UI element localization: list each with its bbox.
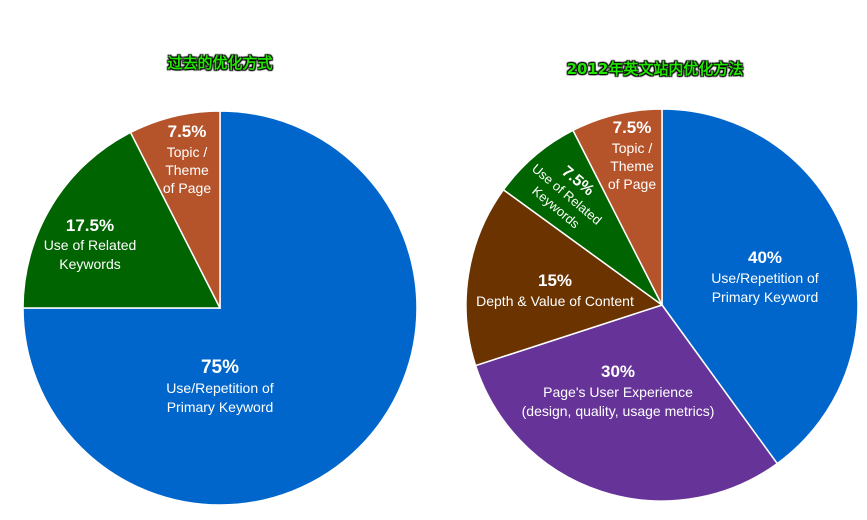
left-slice-label-line: Use/Repetition of bbox=[166, 380, 274, 396]
left-slice-label-line: Theme bbox=[165, 162, 209, 178]
right-slice-label-use-repetition-of-primary-keyword: 40% Use/Repetition of Primary Keyword bbox=[711, 248, 819, 305]
right-pie-slice-use-repetition-of-primary-keyword bbox=[661, 108, 859, 465]
right-slice-label-line: Topic / bbox=[612, 140, 653, 156]
left-chart-title: 过去的优化方式 bbox=[167, 54, 273, 72]
left-slice-label-use-of-related-keywords: 17.5% Use of Related Keywords bbox=[44, 216, 137, 272]
left-slice-percent: 75% bbox=[201, 357, 239, 378]
right-slice-label-line: Primary Keyword bbox=[712, 289, 819, 305]
right-pie-chart: 40% Use/Repetition of Primary Keyword 30% Pa… bbox=[465, 108, 859, 502]
left-slice-percent: 7.5% bbox=[168, 122, 207, 141]
right-slice-label-line: Use/Repetition of bbox=[711, 270, 819, 286]
right-pie-slice-page-s-user-experience-design-quality-usage-metrics bbox=[474, 304, 779, 502]
left-pie-chart: 75% Use/Repetition of Primary Keyword 17.5%… bbox=[22, 110, 418, 506]
left-pie-slice-use-repetition-of-primary-keyword bbox=[22, 110, 418, 506]
right-slice-percent: 15% bbox=[538, 271, 572, 290]
right-slice-percent: 30% bbox=[601, 362, 635, 381]
right-slice-label-line: of Page bbox=[608, 176, 656, 192]
left-slice-label-line: Use of Related bbox=[44, 237, 137, 253]
right-pie-slice-topic-theme-of-page bbox=[572, 108, 663, 306]
left-pie-slice-use-of-related-keywords bbox=[22, 131, 222, 309]
right-slice-label-line: Theme bbox=[610, 158, 654, 174]
left-pie-slice-topic-theme-of-page bbox=[129, 110, 221, 309]
left-slice-label-line: Keywords bbox=[59, 256, 120, 272]
left-slice-label-topic-theme-of-page: 7.5% Topic / Theme of Page bbox=[163, 122, 211, 196]
left-slice-label-use-repetition-of-primary-keyword: 75% Use/Repetition of Primary Keyword bbox=[166, 357, 274, 415]
right-chart-title: 2012年英文站内优化方法 bbox=[566, 60, 744, 78]
left-slice-label-line: of Page bbox=[163, 180, 211, 196]
right-slice-label-topic-theme-of-page: 7.5% Topic / Theme of Page bbox=[608, 118, 656, 192]
right-slice-percent: 40% bbox=[748, 248, 782, 267]
right-slice-label-line: Page's User Experience bbox=[543, 384, 693, 400]
right-slice-label-page-s-user-experience-design-quality-usage-metrics: 30% Page's User Experience (design, qualit… bbox=[522, 362, 715, 419]
right-pie-slice-depth-value-of-content bbox=[465, 188, 664, 367]
right-slice-label-line: Depth & Value of Content bbox=[476, 293, 634, 309]
left-slice-label-line: Topic / bbox=[167, 144, 208, 160]
right-slice-label-depth-value-of-content: 15% Depth & Value of Content bbox=[476, 271, 634, 309]
left-slice-label-line: Primary Keyword bbox=[167, 399, 274, 415]
right-slice-percent: 7.5% bbox=[613, 118, 652, 137]
left-slice-percent: 17.5% bbox=[66, 216, 114, 235]
right-slice-label-line: (design, quality, usage metrics) bbox=[522, 403, 715, 419]
